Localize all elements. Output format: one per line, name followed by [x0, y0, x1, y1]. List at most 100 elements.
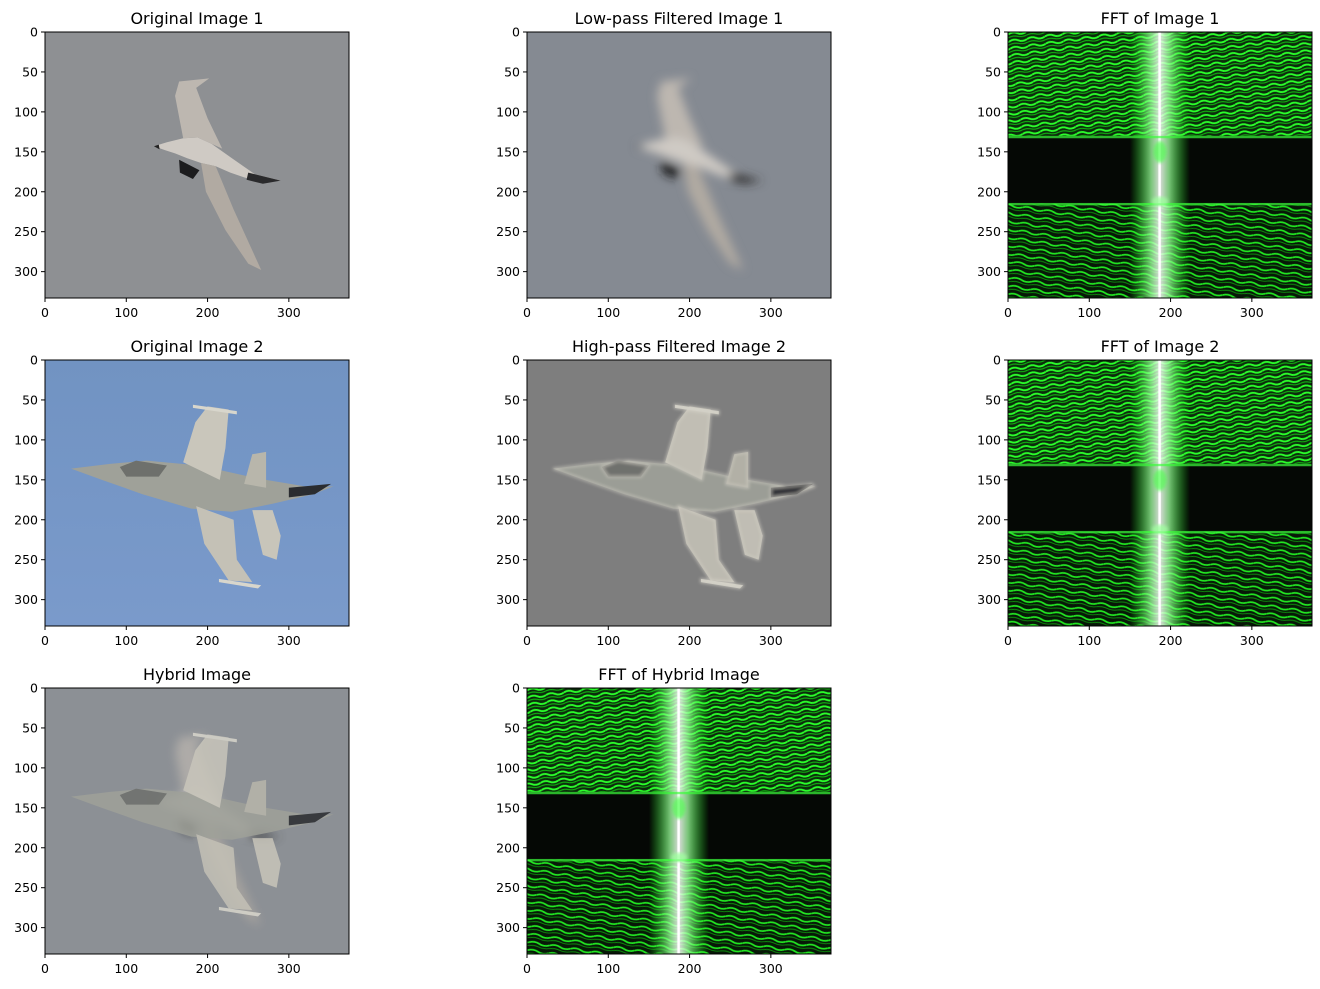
y-tick-label: 300: [977, 592, 1001, 607]
axes-frame: [526, 31, 832, 299]
y-tick-label: 50: [22, 392, 38, 407]
y-tick-label: 100: [496, 104, 520, 119]
y-tick-label: 50: [985, 392, 1001, 407]
x-tick-label: 300: [1240, 305, 1264, 320]
x-tick-label: 300: [277, 633, 301, 648]
y-tick-label: 100: [14, 432, 38, 447]
y-tick-label: 300: [496, 920, 520, 935]
image-area: [1008, 32, 1312, 298]
x-tick-label: 0: [41, 961, 49, 976]
y-tick-label: 250: [977, 552, 1001, 567]
x-tick-label: 200: [678, 961, 702, 976]
x-tick-label: 300: [1240, 633, 1264, 648]
axes-frame: [44, 31, 350, 299]
subplot-title: Original Image 1: [130, 9, 263, 28]
x-tick-label: 200: [196, 305, 220, 320]
y-tick-label: 200: [14, 840, 38, 855]
y-tick-label: 50: [22, 720, 38, 735]
y-tick-label: 150: [496, 144, 520, 159]
x-tick-label: 0: [523, 633, 531, 648]
y-tick-label: 200: [496, 512, 520, 527]
y-tick-label: 200: [14, 512, 38, 527]
y-tick-label: 300: [496, 592, 520, 607]
x-tick-label: 100: [596, 633, 620, 648]
x-tick-label: 200: [678, 633, 702, 648]
subplot-title: FFT of Image 2: [1101, 337, 1220, 356]
y-tick-label: 200: [496, 184, 520, 199]
y-tick-label: 50: [985, 64, 1001, 79]
y-tick-label: 100: [977, 104, 1001, 119]
subplot-1: Original Image 1 0 100 200 300 0 50 100 150 200 25…: [14, 9, 350, 320]
subplot-4: Original Image 2 0 100 200 300 0 50 100 150 200 25…: [14, 337, 350, 648]
y-tick-label: 250: [14, 224, 38, 239]
x-tick-label: 100: [1077, 305, 1101, 320]
x-tick-label: 100: [596, 305, 620, 320]
y-tick-label: 0: [512, 353, 520, 368]
axes-frame: [1007, 359, 1313, 627]
x-tick-label: 100: [596, 961, 620, 976]
x-tick-label: 300: [277, 961, 301, 976]
y-tick-label: 250: [496, 880, 520, 895]
subplot-title: Hybrid Image: [143, 665, 251, 684]
subplot-2: Low-pass Filtered Image 1 0 100 200 300 0 50 10…: [496, 9, 832, 320]
x-tick-label: 0: [1004, 305, 1012, 320]
x-tick-label: 200: [678, 305, 702, 320]
subplot-3: FFT of Image 1 0 100 200 300 0 50 100 150 200 250 3…: [977, 9, 1313, 320]
x-tick-label: 100: [114, 633, 138, 648]
y-tick-label: 300: [14, 264, 38, 279]
y-tick-label: 300: [14, 592, 38, 607]
x-tick-label: 200: [1159, 305, 1183, 320]
subplot-title: FFT of Hybrid Image: [598, 665, 760, 684]
y-tick-label: 250: [14, 552, 38, 567]
y-tick-label: 200: [977, 512, 1001, 527]
axes-frame: [44, 687, 350, 955]
y-tick-label: 150: [496, 472, 520, 487]
y-tick-label: 150: [14, 800, 38, 815]
y-tick-label: 250: [496, 224, 520, 239]
y-tick-label: 50: [504, 392, 520, 407]
x-tick-label: 300: [277, 305, 301, 320]
subplot-title: Original Image 2: [130, 337, 263, 356]
y-tick-label: 300: [14, 920, 38, 935]
image-area: [45, 688, 349, 954]
y-tick-label: 250: [496, 552, 520, 567]
y-tick-label: 100: [977, 432, 1001, 447]
image-area: [1008, 360, 1312, 626]
y-tick-label: 50: [504, 720, 520, 735]
image-area: [45, 32, 349, 298]
subplot-6: FFT of Image 2 0 100 200 300 0 50 100 150 200 250 3…: [977, 337, 1313, 648]
image-area: [527, 688, 831, 954]
y-tick-label: 150: [14, 472, 38, 487]
y-tick-label: 150: [977, 144, 1001, 159]
x-tick-label: 300: [759, 305, 783, 320]
x-tick-label: 0: [41, 633, 49, 648]
y-tick-label: 0: [993, 353, 1001, 368]
image-area: [45, 360, 349, 626]
axes-frame: [44, 359, 350, 627]
image-area: [527, 32, 831, 298]
y-tick-label: 100: [14, 104, 38, 119]
subplot-title: High-pass Filtered Image 2: [572, 337, 786, 356]
image-area: [527, 360, 831, 626]
y-tick-label: 0: [30, 681, 38, 696]
y-tick-label: 100: [496, 760, 520, 775]
y-tick-label: 100: [14, 760, 38, 775]
y-tick-label: 250: [977, 224, 1001, 239]
x-tick-label: 200: [1159, 633, 1183, 648]
y-tick-label: 0: [512, 681, 520, 696]
y-tick-label: 300: [977, 264, 1001, 279]
y-tick-label: 100: [496, 432, 520, 447]
x-tick-label: 200: [196, 961, 220, 976]
y-tick-label: 250: [14, 880, 38, 895]
y-tick-label: 300: [496, 264, 520, 279]
axes-frame: [526, 359, 832, 627]
y-tick-label: 0: [30, 353, 38, 368]
y-tick-label: 0: [30, 25, 38, 40]
x-tick-label: 100: [1077, 633, 1101, 648]
x-tick-label: 0: [1004, 633, 1012, 648]
x-tick-label: 0: [523, 305, 531, 320]
y-tick-label: 0: [512, 25, 520, 40]
y-tick-label: 200: [977, 184, 1001, 199]
y-tick-label: 150: [977, 472, 1001, 487]
